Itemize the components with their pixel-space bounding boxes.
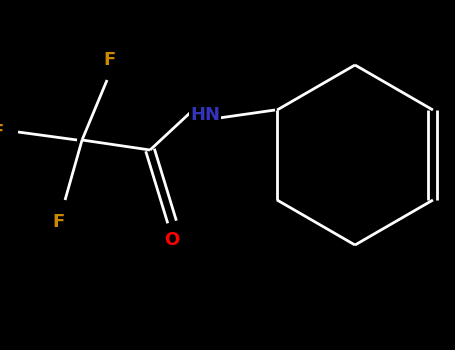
Text: F: F bbox=[0, 123, 3, 141]
Text: O: O bbox=[164, 231, 180, 249]
Text: F: F bbox=[103, 51, 115, 69]
Text: HN: HN bbox=[190, 106, 220, 124]
Text: F: F bbox=[52, 213, 64, 231]
